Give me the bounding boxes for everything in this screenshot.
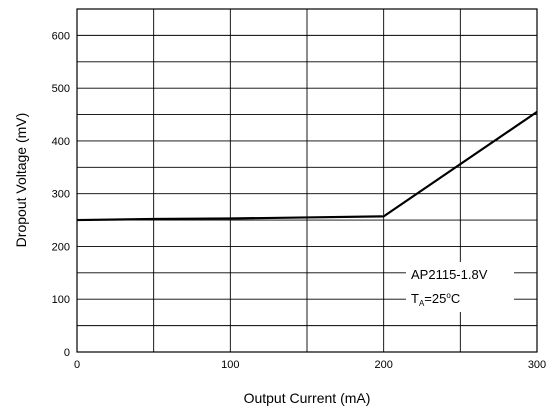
y-axis-title: Dropout Voltage (mV) (13, 113, 29, 248)
y-tick-label: 100 (52, 294, 70, 306)
x-axis-title: Output Current (mA) (244, 390, 371, 406)
y-tick-label: 500 (52, 83, 70, 95)
x-tick-label: 0 (74, 359, 80, 371)
annotation-box-bg (406, 262, 514, 312)
grid (77, 9, 537, 352)
x-tick-label: 100 (221, 359, 239, 371)
y-tick-label: 300 (52, 189, 70, 201)
y-tick-label: 400 (52, 136, 70, 148)
x-tick-label: 200 (374, 359, 392, 371)
annotation-temperature: TA=25oC (411, 291, 460, 308)
y-tick-label: 200 (52, 241, 70, 253)
plot-area-frame (76, 8, 538, 353)
y-tick-label: 600 (52, 30, 70, 42)
annotation-device: AP2115-1.8V (411, 267, 488, 282)
series-layer (76, 110, 538, 222)
y-tick-label: 0 (64, 347, 70, 359)
x-tick-labels: 0 100 200 300 (74, 359, 546, 371)
series-line (76, 110, 538, 222)
x-tick-label: 300 (528, 359, 546, 371)
y-tick-labels: 0 100 200 300 400 500 600 (52, 30, 70, 359)
